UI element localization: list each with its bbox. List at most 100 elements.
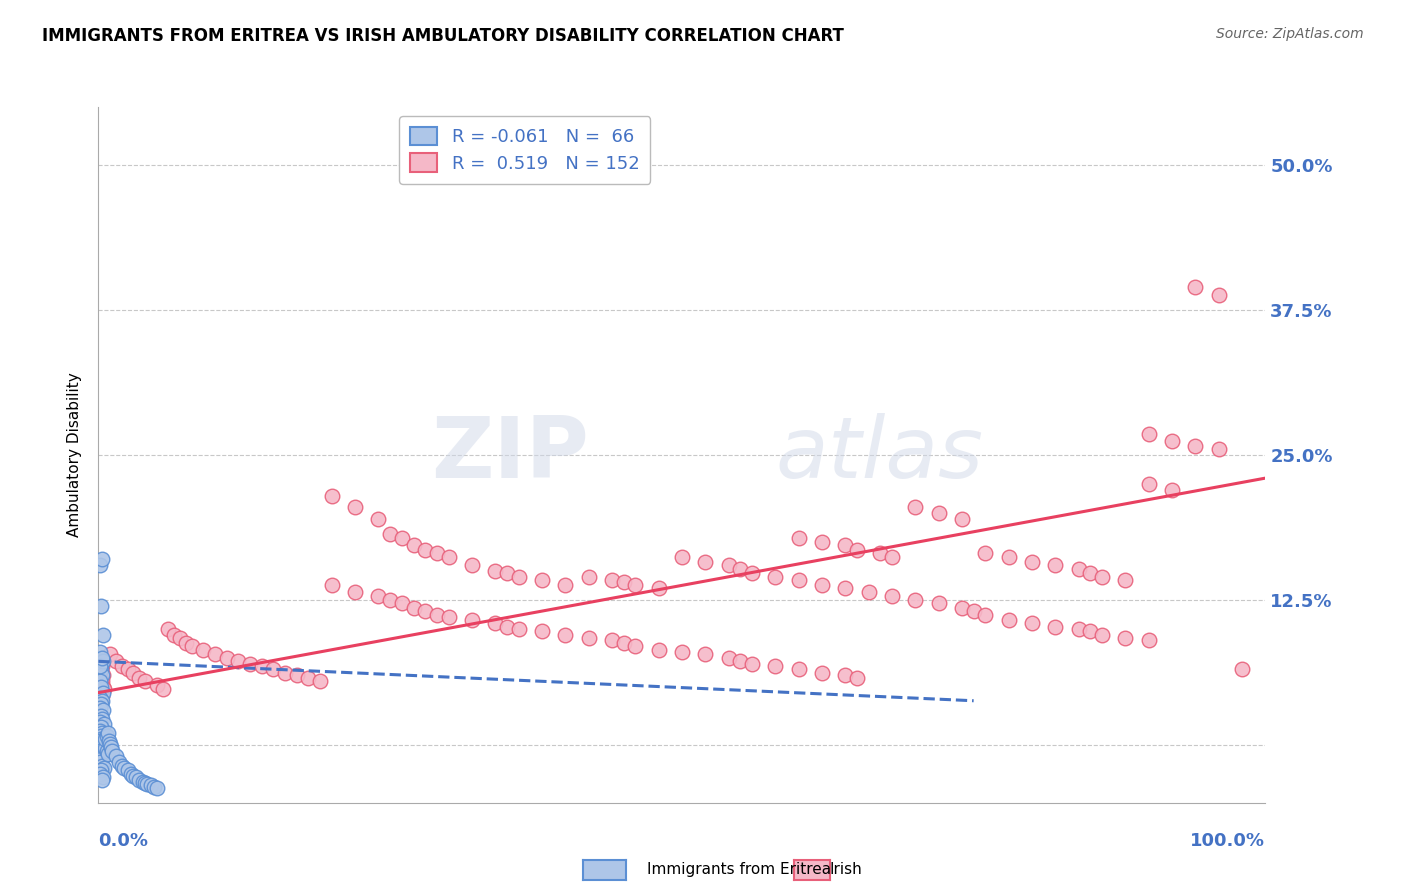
Point	[89, 677, 111, 691]
Point	[997, 549, 1019, 564]
Point	[204, 648, 226, 662]
Point	[1161, 434, 1184, 448]
Point	[146, 677, 169, 691]
Point	[90, 668, 112, 682]
Point	[90, 729, 112, 743]
Point	[1114, 573, 1136, 587]
Point	[367, 590, 389, 604]
Point	[89, 744, 111, 758]
Point	[437, 549, 460, 564]
Point	[97, 726, 120, 740]
Point	[297, 671, 319, 685]
Text: 0.0%: 0.0%	[98, 832, 149, 850]
Point	[391, 596, 413, 610]
Point	[834, 668, 856, 682]
Point	[93, 761, 115, 775]
Point	[1230, 662, 1253, 677]
Point	[367, 511, 389, 525]
Point	[846, 543, 869, 558]
Point	[108, 755, 131, 769]
Point	[101, 744, 124, 758]
Point	[122, 665, 145, 680]
Point	[250, 659, 273, 673]
Point	[90, 731, 112, 746]
Point	[90, 698, 112, 712]
Point	[624, 639, 647, 653]
Point	[402, 538, 425, 552]
Point	[1080, 566, 1102, 581]
Text: atlas: atlas	[775, 413, 983, 497]
Point	[1045, 619, 1067, 633]
Point	[671, 645, 693, 659]
Point	[117, 662, 139, 677]
Point	[869, 546, 891, 561]
Point	[132, 775, 155, 789]
Point	[89, 767, 111, 781]
Point	[90, 599, 112, 613]
Point	[262, 662, 284, 677]
Point	[91, 686, 114, 700]
Point	[717, 558, 740, 573]
Point	[90, 764, 112, 778]
Point	[391, 532, 413, 546]
Point	[600, 573, 623, 587]
Point	[136, 777, 159, 791]
Point	[91, 680, 114, 694]
Point	[344, 500, 367, 514]
Point	[274, 665, 297, 680]
Point	[98, 648, 121, 662]
Point	[157, 622, 180, 636]
Point	[647, 642, 669, 657]
Point	[811, 665, 834, 680]
Point	[321, 489, 343, 503]
Point	[613, 575, 636, 590]
Point	[100, 740, 122, 755]
Point	[104, 654, 127, 668]
Point	[128, 772, 150, 787]
Point	[730, 654, 752, 668]
Point	[122, 769, 145, 783]
Text: 100.0%: 100.0%	[1191, 832, 1265, 850]
Point	[647, 582, 669, 596]
Point	[90, 671, 112, 685]
Point	[128, 671, 150, 685]
Point	[96, 744, 118, 758]
Point	[974, 546, 997, 561]
Point	[90, 721, 112, 735]
Point	[1067, 561, 1090, 575]
Point	[811, 534, 834, 549]
Point	[928, 506, 950, 520]
Point	[309, 674, 332, 689]
Point	[90, 659, 112, 673]
Point	[1091, 570, 1114, 584]
Point	[413, 605, 436, 619]
Point	[285, 668, 308, 682]
Point	[554, 628, 576, 642]
Point	[94, 741, 117, 756]
Point	[1161, 483, 1184, 497]
Point	[530, 624, 553, 639]
Point	[1080, 624, 1102, 639]
Point	[89, 734, 111, 748]
Text: Immigrants from Eritrea: Immigrants from Eritrea	[647, 863, 831, 877]
Point	[96, 729, 118, 743]
Point	[89, 700, 111, 714]
Point	[717, 651, 740, 665]
Point	[97, 747, 120, 761]
Point	[90, 654, 112, 668]
Point	[508, 570, 530, 584]
Point	[90, 662, 112, 677]
Point	[89, 674, 111, 689]
Point	[94, 731, 117, 746]
Point	[834, 538, 856, 552]
Point	[91, 749, 114, 764]
Point	[90, 674, 112, 689]
Point	[90, 747, 112, 761]
Point	[904, 500, 927, 514]
Text: IMMIGRANTS FROM ERITREA VS IRISH AMBULATORY DISABILITY CORRELATION CHART: IMMIGRANTS FROM ERITREA VS IRISH AMBULAT…	[42, 27, 844, 45]
Point	[90, 758, 112, 772]
Point	[180, 639, 202, 653]
Point	[125, 770, 148, 784]
Y-axis label: Ambulatory Disability: Ambulatory Disability	[67, 373, 83, 537]
Point	[1045, 558, 1067, 573]
